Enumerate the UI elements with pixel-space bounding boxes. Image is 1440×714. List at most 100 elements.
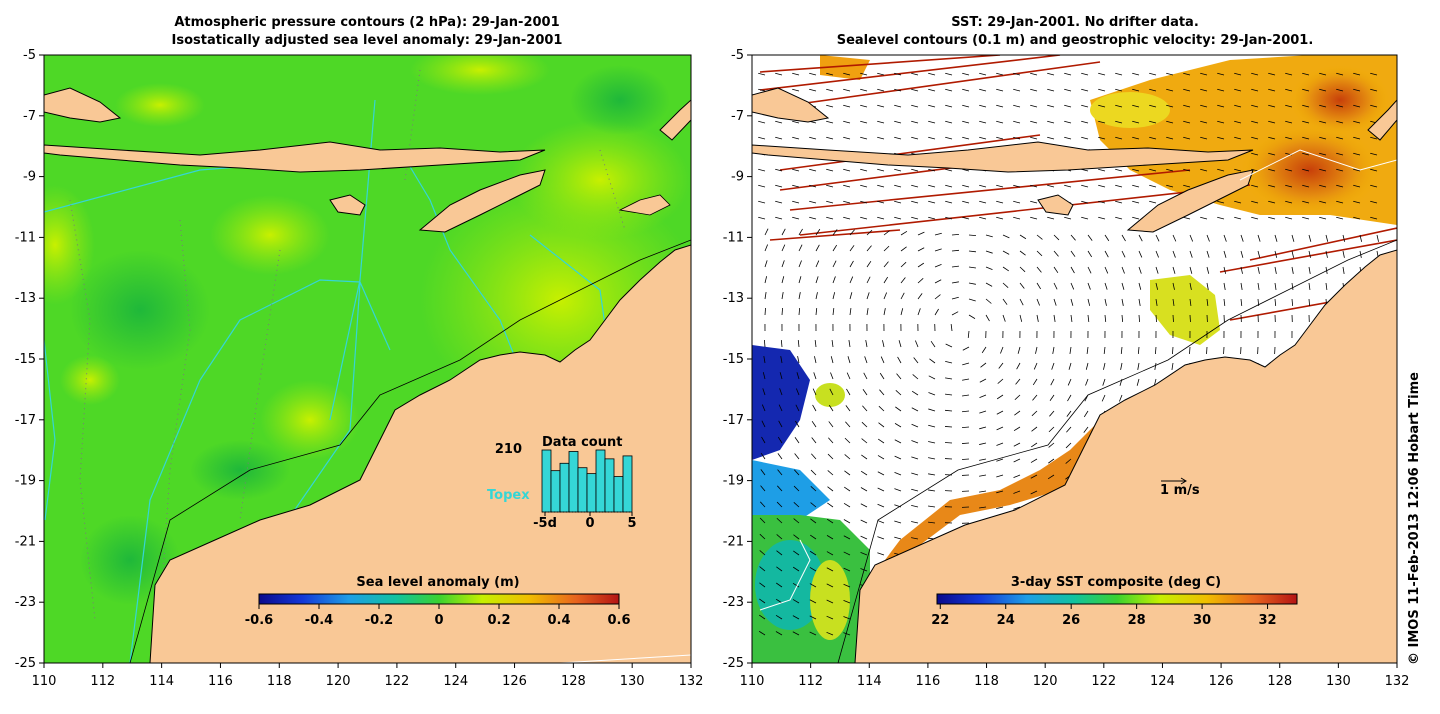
y-tick-label: -21 [723,534,744,549]
x-tick-label: 130 [620,674,645,689]
colorbar-tick-label: -0.2 [365,613,393,628]
x-tick-label: 118 [267,674,292,689]
x-tick-label: 118 [974,674,999,689]
y-tick-label: -25 [15,656,36,671]
inset-bar [605,459,614,512]
y-tick-label: -15 [15,352,36,367]
x-tick-label: 110 [32,674,57,689]
colorbar-tick-label: 0.6 [607,613,630,628]
right-title-line1: SST: 29-Jan-2001. No drifter data. [951,15,1199,30]
x-tick-label: 122 [384,674,409,689]
y-tick-label: -23 [723,595,744,610]
x-tick-label: 128 [561,674,586,689]
inset-bar [551,471,560,512]
inset-max-label: 210 [495,442,522,457]
right-colorbar [937,594,1297,604]
x-tick-label: 116 [915,674,940,689]
inset-title: Data count [542,435,622,450]
x-tick-label: 112 [90,674,115,689]
velocity-vector [1189,347,1190,354]
right-map-area [752,55,1397,663]
y-tick-label: -5 [731,48,744,63]
left-colorbar-title: Sea level anomaly (m) [356,575,519,590]
colorbar-tick-label: 0 [434,613,443,628]
left-title-line2: Isostatically adjusted sea level anomaly… [172,33,563,48]
right-title-line2: Sealevel contours (0.1 m) and geostrophi… [837,33,1314,48]
x-tick-label: 112 [798,674,823,689]
inset-tick-label: -5d [533,516,557,531]
inset-bar [560,463,569,512]
anomaly-high-patch [210,195,330,275]
y-tick-label: -7 [23,109,36,124]
anomaly-high-patch [260,380,360,460]
y-tick-label: -17 [15,413,36,428]
inset-series-label: Topex [487,488,530,503]
y-tick-label: -19 [723,474,744,489]
y-tick-label: -17 [723,413,744,428]
anomaly-low-patch [70,250,210,370]
inset-bar [542,450,551,512]
y-tick-label: -23 [15,595,36,610]
anomaly-high-patch [410,45,550,95]
x-tick-label: 126 [502,674,527,689]
anomaly-low-patch [190,440,290,500]
sst-small-patch [815,383,845,407]
colorbar-tick-label: 0.2 [487,613,510,628]
colorbar-tick-label: -0.4 [305,613,333,628]
colorbar-tick-label: 24 [997,613,1015,628]
x-tick-label: 124 [443,674,468,689]
velocity-vector [1156,315,1157,322]
inset-bar [569,451,578,512]
x-tick-label: 130 [1326,674,1351,689]
y-tick-label: -5 [23,48,36,63]
right-map-panel: SST: 29-Jan-2001. No drifter data. Seale… [723,15,1410,689]
inset-tick-label: 0 [585,516,594,531]
left-title-line1: Atmospheric pressure contours (2 hPa): 2… [174,15,559,30]
inset-bar [614,477,623,512]
y-tick-label: -11 [15,230,36,245]
anomaly-high-patch [115,83,205,127]
velocity-vector [962,443,969,444]
x-tick-label: 124 [1150,674,1175,689]
colorbar-tick-label: 0.4 [547,613,570,628]
y-tick-label: -13 [15,291,36,306]
colorbar-tick-label: 30 [1193,613,1211,628]
x-tick-label: 126 [1209,674,1234,689]
anomaly-low-patch [570,65,670,135]
colorbar-tick-label: 22 [931,613,949,628]
y-tick-label: -9 [731,170,744,185]
inset-bar [596,450,605,512]
left-colorbar [259,594,619,604]
x-tick-label: 110 [740,674,765,689]
copyright-label: © IMOS 11-Feb-2013 12:06 Hobart Time [1407,372,1422,665]
right-colorbar-title: 3-day SST composite (deg C) [1011,575,1221,590]
left-map-area [15,45,700,663]
y-tick-label: -15 [723,352,744,367]
colorbar-tick-label: 26 [1062,613,1080,628]
velocity-scale-label: 1 m/s [1160,483,1200,498]
y-tick-label: -21 [15,534,36,549]
sst-yellow-patch-sw [810,560,850,640]
y-tick-label: -11 [723,230,744,245]
inset-bar [623,456,632,512]
x-tick-label: 120 [1033,674,1058,689]
y-tick-label: -19 [15,474,36,489]
velocity-vector [1172,347,1173,354]
colorbar-tick-label: -0.6 [245,613,273,628]
left-map-panel: Atmospheric pressure contours (2 hPa): 2… [15,15,704,689]
colorbar-tick-label: 28 [1128,613,1146,628]
x-tick-label: 120 [326,674,351,689]
velocity-vector [765,308,766,315]
x-tick-label: 122 [1091,674,1116,689]
x-tick-label: 132 [1385,674,1410,689]
colorbar-tick-label: 32 [1258,613,1276,628]
x-tick-label: 114 [857,674,882,689]
x-tick-label: 114 [149,674,174,689]
inset-bar [578,468,587,512]
x-tick-label: 128 [1267,674,1292,689]
y-tick-label: -25 [723,656,744,671]
inset-tick-label: 5 [627,516,636,531]
inset-bar [587,474,596,512]
y-tick-label: -9 [23,170,36,185]
